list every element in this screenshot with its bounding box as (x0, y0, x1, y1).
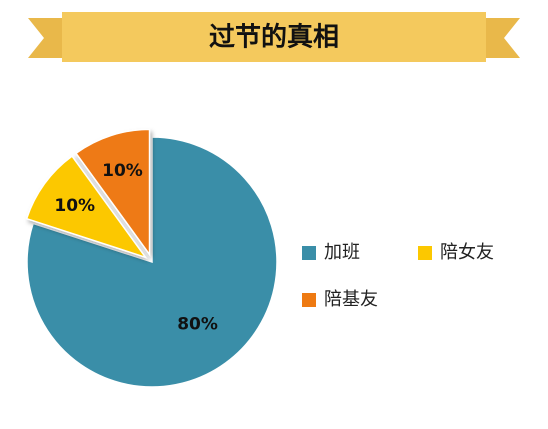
pie-slice (26, 136, 278, 388)
legend-label: 加班 (324, 242, 360, 263)
legend-swatch (302, 293, 316, 307)
legend-label: 陪基友 (324, 289, 378, 310)
legend-swatch (302, 246, 316, 260)
pie-slice (25, 155, 148, 259)
pie-slice (75, 128, 151, 257)
data-label: 80% (177, 315, 218, 335)
title-banner (28, 12, 520, 62)
legend-label: 陪女友 (440, 242, 494, 263)
data-label: 10% (102, 161, 143, 181)
chart-title: 过节的真相 (209, 22, 339, 53)
legend-swatch (418, 246, 432, 260)
data-label: 10% (54, 196, 95, 216)
pie: 80% 10% 10% (25, 128, 278, 388)
